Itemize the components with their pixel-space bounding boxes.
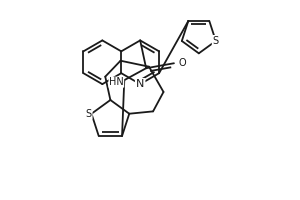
Text: S: S	[213, 36, 219, 46]
Text: S: S	[85, 109, 91, 119]
Text: O: O	[178, 58, 186, 68]
Text: N: N	[136, 79, 144, 89]
Text: HN: HN	[109, 77, 124, 87]
